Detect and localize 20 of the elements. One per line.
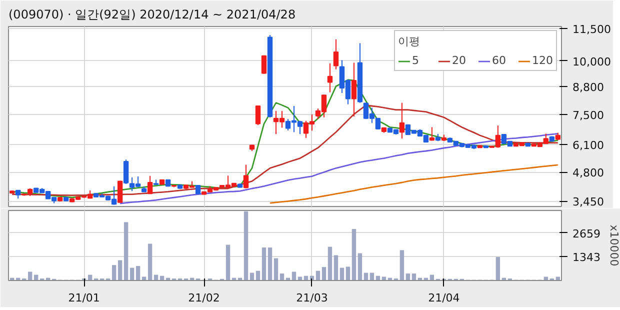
y-tick-label: 11,500 (572, 23, 611, 36)
y-tick-label: 3,450 (572, 196, 604, 209)
legend-label: 60 (492, 54, 507, 67)
x-tick-label: 21/04 (428, 292, 460, 304)
y-tick-label: 10,000 (572, 55, 611, 68)
chart-title: (009070) · 일간(92일) 2020/12/14 ~ 2021/04/28 (8, 8, 296, 22)
y-tick-label: 6,100 (572, 138, 604, 152)
x-tick-label: 21/02 (188, 292, 220, 304)
y-tick-label: 4,800 (572, 166, 604, 180)
y-tick-label: 8,800 (572, 81, 604, 94)
legend-label: 5 (412, 54, 420, 67)
x-tick-label: 21/01 (68, 292, 100, 304)
y-tick-label: 1343 (572, 250, 600, 264)
y-tick-label: 2659 (572, 227, 600, 240)
x-tick-label: 21/03 (296, 292, 328, 304)
legend-label: 120 (532, 54, 553, 67)
legend-title: 이평 (398, 34, 421, 49)
y-tick-label: 7,500 (572, 108, 604, 122)
legend-label: 20 (452, 54, 467, 67)
y-axis-title: x10000 (607, 224, 620, 266)
